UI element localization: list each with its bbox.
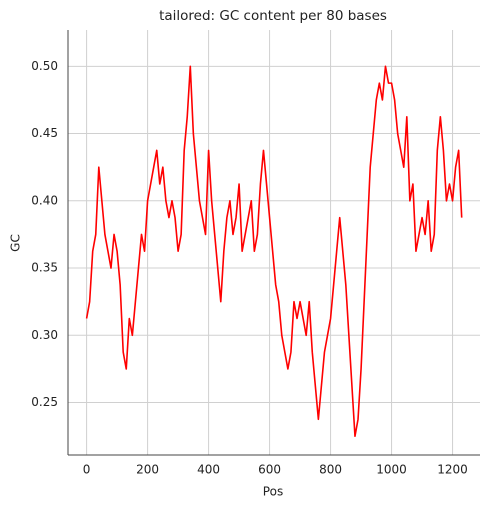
x-tick-label: 1000 [376,463,407,477]
data-line [85,65,463,437]
chart-title: tailored: GC content per 80 bases [159,8,387,24]
x-tick-label: 600 [258,463,281,477]
x-axis-label: Pos [263,485,283,499]
y-tick-label: 0.50 [31,59,58,73]
y-tick-label: 0.40 [31,193,58,207]
x-tick-label: 800 [319,463,342,477]
y-tick-label: 0.25 [31,395,58,409]
y-tick-label: 0.45 [31,126,58,140]
y-axis-label: GC [9,234,23,252]
x-tick-label: 200 [136,463,159,477]
x-tick-label: 1200 [437,463,468,477]
x-tick-label: 0 [83,463,91,477]
x-tick-label: 400 [197,463,220,477]
y-tick-label: 0.30 [31,328,58,342]
y-tick-label: 0.35 [31,261,58,275]
